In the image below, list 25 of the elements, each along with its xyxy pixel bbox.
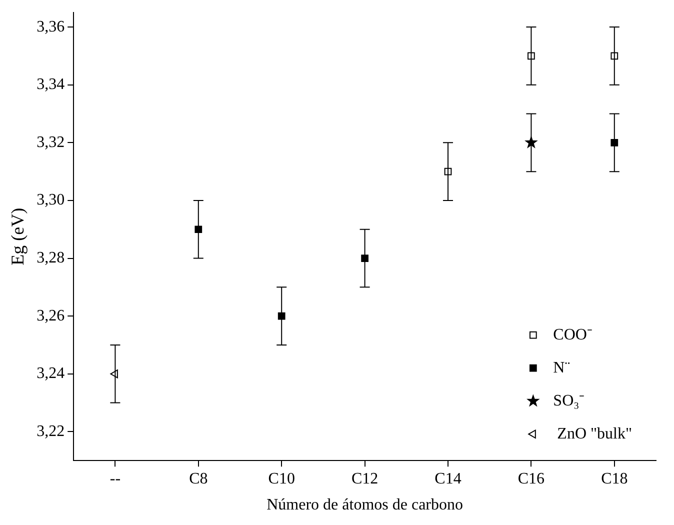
x-tick-label: C14 (434, 470, 462, 488)
point (278, 312, 286, 320)
y-axis-title: Eg (eV) (8, 208, 28, 266)
y-tick-label: 3,24 (36, 365, 65, 382)
point (194, 226, 202, 234)
x-tick-label: C12 (351, 470, 378, 488)
x-tick-label: C18 (601, 470, 628, 488)
legend-label: ZnO "bulk" (553, 425, 632, 442)
point (361, 254, 368, 262)
y-tick-label: 3,30 (36, 192, 65, 209)
x-tick-label: C10 (268, 470, 295, 488)
x-tick-label: -- (110, 470, 121, 488)
x-tick-label: C16 (518, 470, 545, 488)
x-axis-title: Número de átomos de carbono (266, 496, 463, 514)
legend-label: COO⁻ (553, 326, 592, 344)
y-tick-label: 3,32 (36, 134, 65, 151)
point (610, 138, 618, 146)
x-tick-label: C8 (189, 470, 208, 488)
y-tick-label: 3,22 (36, 422, 65, 440)
legend-label: SO₃⁻ (553, 392, 584, 410)
y-tick-label: 3,26 (36, 307, 65, 324)
legend-label: N¨ (553, 359, 570, 376)
y-tick-label: 3,36 (36, 18, 65, 36)
y-tick-label: 3,28 (36, 249, 65, 266)
y-tick-label: 3,34 (36, 76, 65, 94)
